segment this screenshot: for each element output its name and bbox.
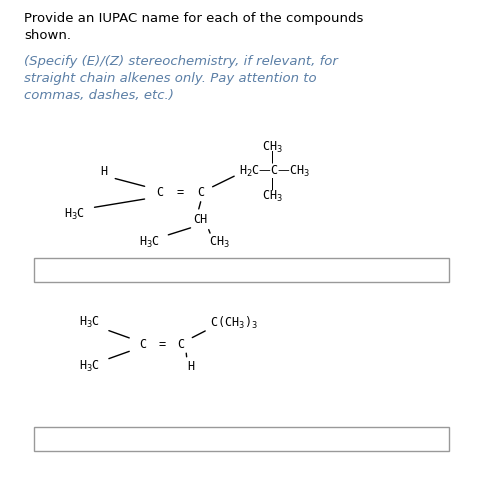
Text: CH$_3$: CH$_3$ [262,139,284,155]
Text: H: H [100,165,107,177]
Bar [34,258,449,282]
Text: C: C [197,187,204,199]
Text: Provide an IUPAC name for each of the compounds
shown.: Provide an IUPAC name for each of the co… [24,12,364,42]
Text: =: = [176,187,184,199]
Text: H$_3$C: H$_3$C [79,359,100,374]
Text: H$_3$C: H$_3$C [139,235,160,250]
Text: CH$_3$: CH$_3$ [262,189,284,204]
Text: C: C [156,187,163,199]
Text: C: C [139,338,146,351]
Text: C(CH$_3$)$_3$: C(CH$_3$)$_3$ [210,315,258,331]
Text: CH$_3$: CH$_3$ [209,235,230,250]
Text: H$_3$C: H$_3$C [79,315,100,331]
Text: C: C [178,338,185,351]
Bar [34,427,449,451]
Text: H: H [187,360,194,373]
Text: H$_3$C: H$_3$C [64,207,85,222]
Text: H$_2$C—C—CH$_3$: H$_2$C—C—CH$_3$ [239,163,310,179]
Text: |: | [270,150,276,163]
Text: (Specify (E)/(Z) stereochemistry, if relevant, for
straight chain alkenes only. : (Specify (E)/(Z) stereochemistry, if rel… [24,55,338,103]
Text: |: | [270,177,276,190]
Text: =: = [158,338,165,351]
Text: CH: CH [193,213,208,226]
